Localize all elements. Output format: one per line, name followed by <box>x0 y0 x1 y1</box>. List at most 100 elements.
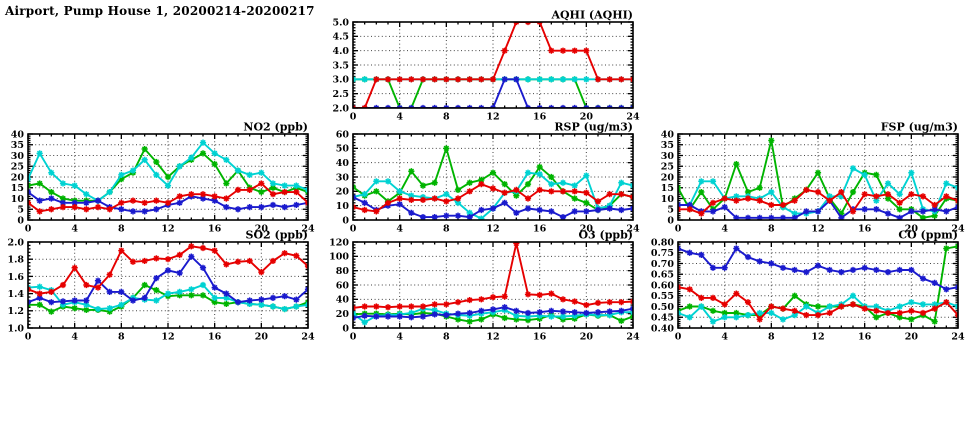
svg-text:0: 0 <box>25 332 32 343</box>
chart-rsp-svg: 0 10 20 30 40 50 60 0 4 8 12 16 20 24 RSP (ug/m3) <box>336 121 640 235</box>
svg-text:1.8: 1.8 <box>7 255 24 266</box>
svg-text:10: 10 <box>661 194 675 205</box>
plot-frame <box>27 133 309 221</box>
svg-text:8: 8 <box>768 224 775 235</box>
gridlines <box>28 242 308 328</box>
chart-aqhi-svg: 2.0 2.5 3.0 3.5 4.0 4.5 5.0 0 4 8 12 16 20 24 AQHI (AQ… <box>332 9 640 123</box>
svg-text:20: 20 <box>336 187 350 198</box>
svg-text:24: 24 <box>951 224 965 235</box>
chart-title-co: CO (ppm) <box>898 229 958 242</box>
svg-text:24: 24 <box>951 332 965 343</box>
svg-text:0: 0 <box>675 332 682 343</box>
svg-text:60: 60 <box>336 129 350 140</box>
svg-text:8: 8 <box>443 112 450 123</box>
data-series <box>677 243 959 325</box>
tick-labels: 0.400.450.500.550.600.650.700.750.80 0 4 8 1… <box>651 237 965 342</box>
svg-text:2.5: 2.5 <box>332 89 349 100</box>
chart-so2-svg: 1.0 1.2 1.4 1.6 1.8 2.0 0 4 8 12 16 20 24 SO2 (ppb) <box>7 229 315 343</box>
svg-text:0.50: 0.50 <box>651 302 675 313</box>
svg-text:0.75: 0.75 <box>651 248 674 259</box>
svg-text:16: 16 <box>533 332 547 343</box>
svg-text:1.0: 1.0 <box>7 323 24 334</box>
svg-text:1.2: 1.2 <box>7 306 24 317</box>
chart-no2: 0 5 10 15 20 25 30 35 40 0 4 8 12 16 20 24 NO2 (ppb) <box>0 120 330 236</box>
svg-text:20: 20 <box>905 224 919 235</box>
svg-text:4: 4 <box>71 224 78 235</box>
svg-text:0.70: 0.70 <box>651 259 675 270</box>
chart-so2: 1.0 1.2 1.4 1.6 1.8 2.0 0 4 8 12 16 20 24 SO2 (ppb) <box>0 228 330 344</box>
tick-labels: 0 20 40 60 80 100 120 0 4 8 12 16 20 24 <box>329 237 640 342</box>
svg-text:4.5: 4.5 <box>332 32 349 43</box>
svg-text:0: 0 <box>350 332 357 343</box>
svg-text:0.55: 0.55 <box>651 291 674 302</box>
svg-text:0.80: 0.80 <box>651 237 675 248</box>
svg-text:0.40: 0.40 <box>651 323 675 334</box>
svg-text:40: 40 <box>11 129 25 140</box>
svg-text:24: 24 <box>301 332 315 343</box>
plot-frame <box>677 133 959 221</box>
chart-title-so2: SO2 (ppb) <box>246 229 309 242</box>
chart-co: 0.40 0.45 0.50 0.55 0.60 0.65 0.70 0.75 0.80 0 4 8 1… <box>650 228 975 344</box>
chart-title-o3: O3 (ppb) <box>578 229 633 242</box>
svg-text:15: 15 <box>661 183 674 194</box>
svg-text:2.0: 2.0 <box>332 103 349 114</box>
svg-text:20: 20 <box>580 112 594 123</box>
svg-text:0.65: 0.65 <box>651 270 674 281</box>
svg-text:20: 20 <box>580 332 594 343</box>
svg-text:20: 20 <box>905 332 919 343</box>
page-title: Airport, Pump House 1, 20200214-20200217 <box>5 4 315 18</box>
svg-text:0: 0 <box>342 215 349 226</box>
svg-text:40: 40 <box>336 158 350 169</box>
svg-text:25: 25 <box>11 162 24 173</box>
data-series <box>677 137 959 221</box>
svg-text:15: 15 <box>11 183 24 194</box>
chart-fsp: 0 5 10 15 20 25 30 35 40 0 4 8 12 16 20 24 FSP (ug/m3) <box>650 120 975 236</box>
svg-text:12: 12 <box>486 332 499 343</box>
svg-text:30: 30 <box>11 151 25 162</box>
data-series <box>352 241 634 326</box>
chart-title-rsp: RSP (ug/m3) <box>554 121 633 134</box>
plot-frame <box>27 241 309 329</box>
chart-aqhi: 2.0 2.5 3.0 3.5 4.0 4.5 5.0 0 4 8 12 16 20 24 AQHI (AQ… <box>325 8 655 124</box>
tick-labels: 0 10 20 30 40 50 60 0 4 8 12 16 20 24 <box>336 129 640 234</box>
svg-text:10: 10 <box>11 194 25 205</box>
svg-text:4: 4 <box>721 332 728 343</box>
svg-text:8: 8 <box>118 332 125 343</box>
plot-frame <box>352 21 634 109</box>
svg-text:50: 50 <box>336 144 350 155</box>
plot-frame <box>677 241 959 329</box>
svg-text:4: 4 <box>396 224 403 235</box>
svg-text:20: 20 <box>255 332 269 343</box>
svg-text:0: 0 <box>17 215 24 226</box>
svg-text:1.6: 1.6 <box>7 272 24 283</box>
svg-text:100: 100 <box>329 252 349 263</box>
svg-text:12: 12 <box>486 224 499 235</box>
svg-text:8: 8 <box>118 224 125 235</box>
plot-frame <box>352 133 634 221</box>
series-cyan <box>27 139 309 204</box>
svg-text:0: 0 <box>25 224 32 235</box>
svg-text:8: 8 <box>768 332 775 343</box>
svg-text:8: 8 <box>443 332 450 343</box>
svg-text:4: 4 <box>396 332 403 343</box>
svg-text:0.45: 0.45 <box>651 313 674 324</box>
series-blue <box>27 253 309 306</box>
svg-text:16: 16 <box>208 332 222 343</box>
svg-text:16: 16 <box>533 112 547 123</box>
svg-text:30: 30 <box>661 151 675 162</box>
svg-text:35: 35 <box>11 140 24 151</box>
svg-text:30: 30 <box>336 172 350 183</box>
svg-text:20: 20 <box>661 172 675 183</box>
svg-text:4.0: 4.0 <box>332 46 349 57</box>
svg-text:20: 20 <box>336 309 350 320</box>
svg-text:12: 12 <box>161 224 174 235</box>
series-red <box>352 241 634 312</box>
svg-text:60: 60 <box>336 280 350 291</box>
svg-text:16: 16 <box>208 224 222 235</box>
chart-rsp: 0 10 20 30 40 50 60 0 4 8 12 16 20 24 RSP (ug/m3) <box>325 120 655 236</box>
svg-text:24: 24 <box>626 224 640 235</box>
svg-text:4: 4 <box>71 332 78 343</box>
svg-text:120: 120 <box>329 237 349 248</box>
